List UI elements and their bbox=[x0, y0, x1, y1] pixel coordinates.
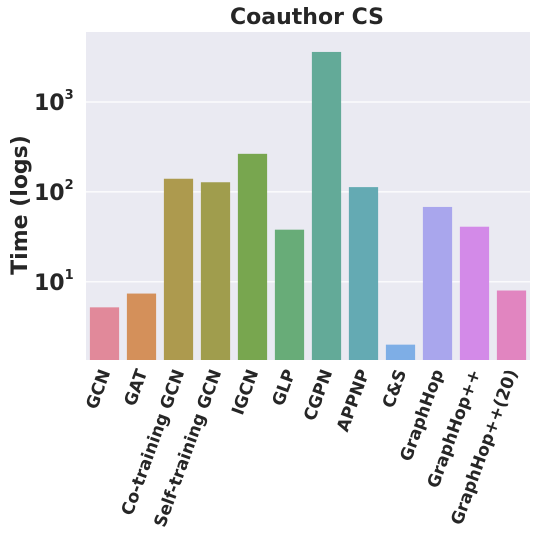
y-tick-label: 102 bbox=[34, 178, 74, 206]
x-tick-label: IGCN bbox=[228, 367, 263, 418]
bar bbox=[496, 290, 527, 360]
y-axis-label: Time (logs) bbox=[8, 135, 33, 275]
y-tick-labels: 101 102 103 bbox=[34, 88, 74, 296]
bar bbox=[237, 153, 268, 360]
x-tick-label: C&S bbox=[379, 367, 411, 411]
bar bbox=[422, 206, 453, 360]
bar bbox=[311, 51, 342, 360]
bar bbox=[163, 178, 194, 360]
chart-title: Coauthor CS bbox=[230, 5, 384, 30]
bar bbox=[89, 307, 120, 360]
x-tick-label: GAT bbox=[121, 366, 153, 408]
bar bbox=[385, 344, 416, 360]
plot-area bbox=[86, 32, 530, 360]
x-tick-label: CGPN bbox=[300, 367, 337, 424]
bar bbox=[459, 226, 490, 360]
x-tick-label: APPNP bbox=[333, 367, 374, 435]
x-tick-label: GCN bbox=[82, 367, 115, 412]
x-tick-label: GLP bbox=[269, 367, 301, 409]
bar bbox=[126, 293, 157, 360]
bar bbox=[200, 182, 231, 360]
gridlines bbox=[86, 101, 530, 283]
bar bbox=[348, 187, 379, 360]
bar bbox=[274, 229, 305, 360]
y-tick-label: 101 bbox=[34, 268, 74, 296]
bars bbox=[89, 51, 527, 360]
y-tick-label: 103 bbox=[34, 88, 74, 116]
